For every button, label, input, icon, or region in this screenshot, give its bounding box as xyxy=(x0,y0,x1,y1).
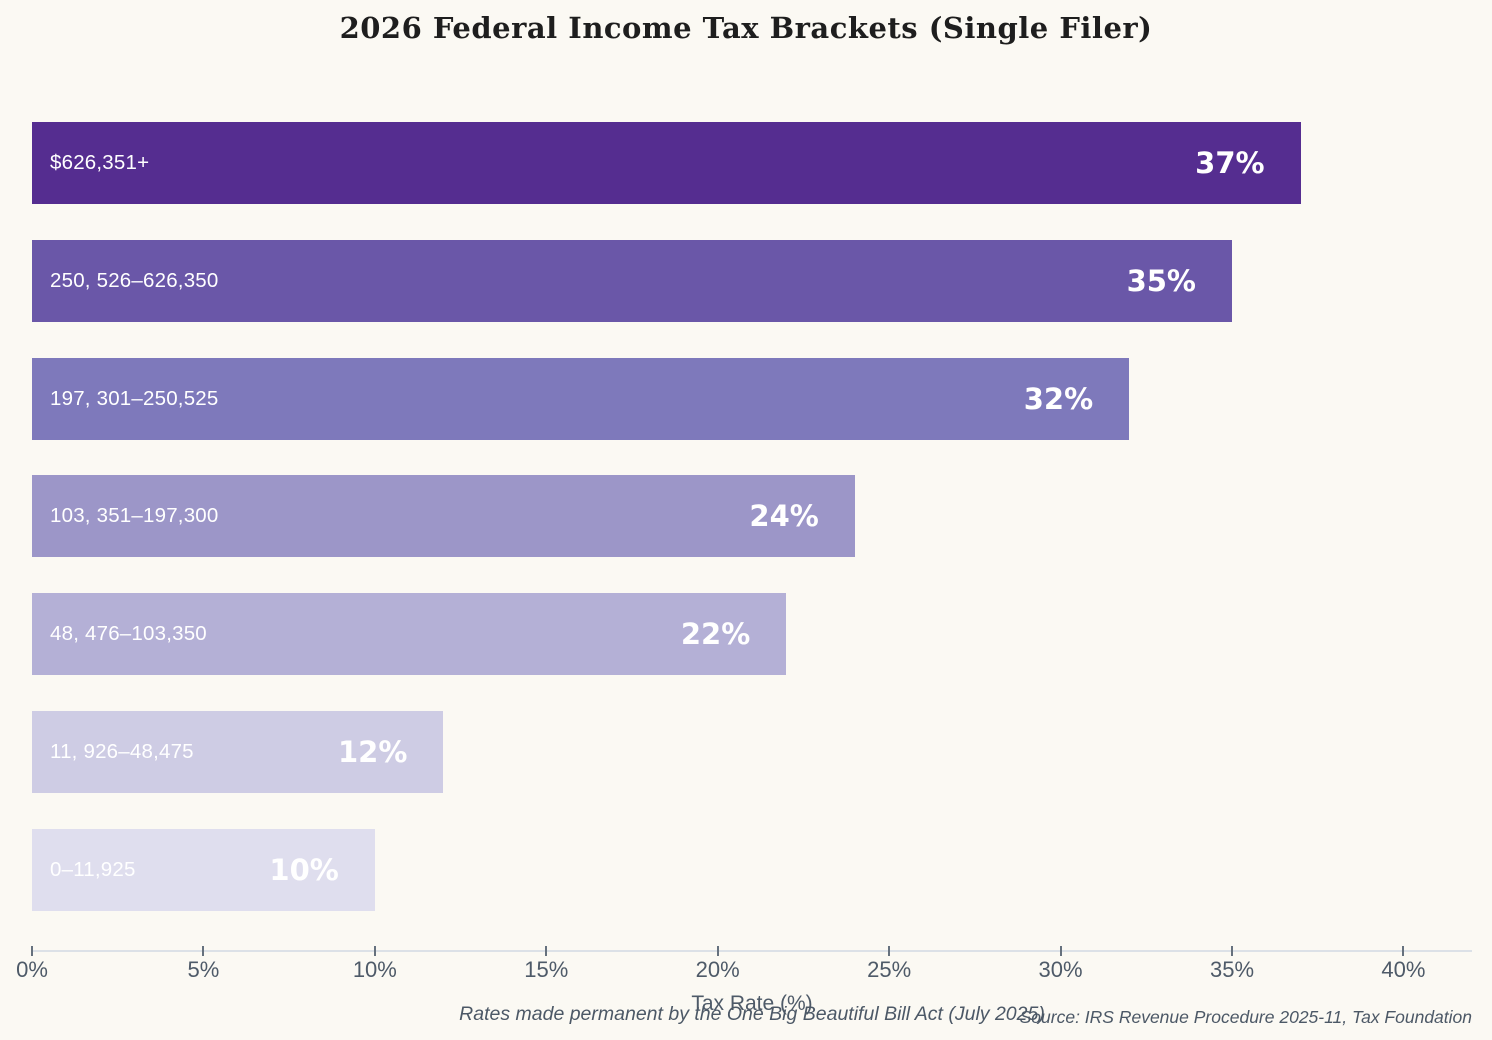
bar-bracket-5: 11, 926–48,475 12% xyxy=(32,710,444,793)
x-tick-label: 25% xyxy=(867,957,912,982)
bracket-range-label: 48, 476–103,350 xyxy=(50,622,207,645)
x-tick-mark xyxy=(888,946,891,956)
bracket-rate-label: 37% xyxy=(1195,146,1265,180)
x-tick-mark xyxy=(1231,946,1233,956)
x-tick-mark xyxy=(373,946,376,956)
bracket-range-label: 250, 526–626,350 xyxy=(50,268,219,292)
footnote-annotation: Rates made permanent by the One Big Beau… xyxy=(459,1003,1045,1025)
bracket-rate-label: 10% xyxy=(269,852,339,887)
x-tick-mark xyxy=(716,946,719,956)
bracket-range-label: 11, 926–48,475 xyxy=(50,739,194,763)
bracket-range-label: 0–11,925 xyxy=(50,857,136,881)
bar-bracket-2: 197, 301–250,525 32% xyxy=(32,357,1130,440)
x-tick-label: 5% xyxy=(187,957,220,982)
x-tick-label: 15% xyxy=(524,957,569,982)
bar-bracket-6: 0–11,925 10% xyxy=(32,828,375,911)
bracket-rate-label: 35% xyxy=(1126,263,1196,298)
chart-title: 2026 Federal Income Tax Brackets (Single… xyxy=(339,11,1153,45)
bracket-rate-label: 24% xyxy=(749,499,819,534)
x-tick-label: 40% xyxy=(1381,957,1426,982)
x-tick-mark xyxy=(1059,946,1062,956)
x-tick-mark xyxy=(202,946,205,956)
bar-bracket-4: 48, 476–103,350 22% xyxy=(32,593,787,675)
bracket-range-label: 197, 301–250,525 xyxy=(50,386,219,410)
bracket-range-label: 103, 351–197,300 xyxy=(50,504,219,528)
bracket-rate-label: 22% xyxy=(680,617,751,651)
x-tick-label: 35% xyxy=(1209,957,1255,982)
bracket-range-label: $626,351+ xyxy=(50,151,150,174)
bracket-rate-label: 12% xyxy=(338,734,408,769)
x-tick-label: 0% xyxy=(16,957,48,982)
bracket-rate-label: 32% xyxy=(1023,381,1094,416)
x-tick-mark xyxy=(1402,946,1405,956)
bar-bracket-1: 250, 526–626,350 35% xyxy=(32,239,1232,322)
x-axis-line xyxy=(32,950,1472,952)
x-tick-mark xyxy=(545,946,548,956)
x-tick-label: 30% xyxy=(1038,957,1083,982)
x-tick-label: 20% xyxy=(695,957,740,982)
x-axis-label: Tax Rate (%) xyxy=(691,992,813,1015)
bar-bracket-0: $626,351+ 37% xyxy=(32,122,1301,204)
bar-bracket-3: 103, 351–197,300 24% xyxy=(32,475,855,558)
x-tick-label: 10% xyxy=(352,957,397,982)
x-tick-mark xyxy=(31,946,33,956)
source-credit: Source: IRS Revenue Procedure 2025-11, T… xyxy=(1019,1007,1472,1027)
